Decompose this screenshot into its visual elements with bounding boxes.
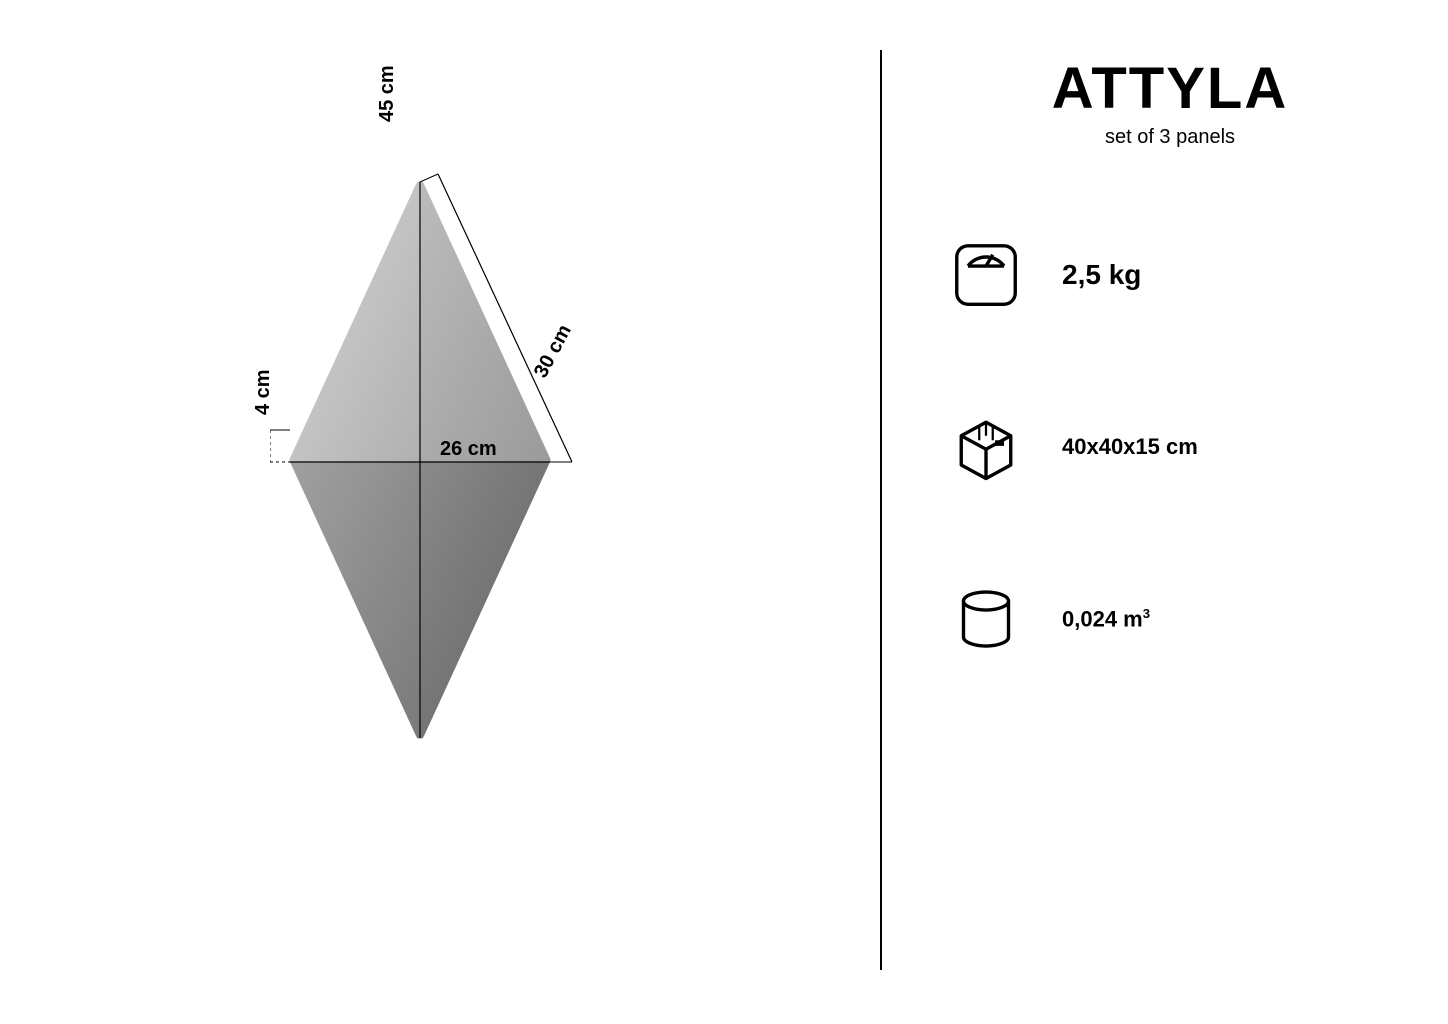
info-panel: ATTYLA set of 3 panels 2,5 kg 40x40x15 c… [920, 0, 1420, 1024]
scale-icon [950, 239, 1022, 311]
product-title: ATTYLA [920, 55, 1420, 122]
box-icon [950, 411, 1022, 483]
vertical-divider [880, 50, 882, 970]
dim-height-label: 45 cm [376, 65, 399, 122]
dim-depth-label: 4 cm [252, 369, 275, 415]
spec-box-value: 40x40x15 cm [1062, 434, 1198, 460]
diamond-figure: 45 cm 30 cm 26 cm 4 cm [270, 170, 590, 750]
product-subtitle: set of 3 panels [920, 126, 1420, 149]
cylinder-icon [950, 583, 1022, 655]
spec-weight-value: 2,5 kg [1062, 259, 1141, 291]
spec-volume-value: 0,024 m3 [1062, 606, 1150, 632]
diamond-svg [270, 170, 590, 750]
diagram-panel: 45 cm 30 cm 26 cm 4 cm [0, 0, 880, 1024]
spec-weight: 2,5 kg [950, 239, 1420, 311]
spec-volume-number: 0,024 m [1062, 606, 1143, 631]
spec-box: 40x40x15 cm [950, 411, 1420, 483]
spec-volume-exp: 3 [1143, 606, 1150, 621]
spec-volume: 0,024 m3 [950, 583, 1420, 655]
dim-width-label: 26 cm [440, 438, 497, 461]
